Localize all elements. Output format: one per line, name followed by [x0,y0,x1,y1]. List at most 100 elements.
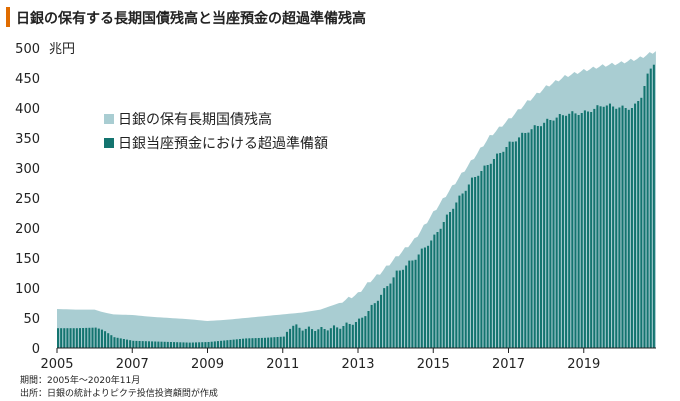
excess-bar [608,103,611,348]
excess-bar [282,336,285,348]
excess-bar [508,141,511,348]
excess-bar [552,120,555,348]
excess-bar [320,327,323,348]
excess-bar [276,337,279,348]
excess-bar [57,328,60,348]
excess-bar [477,175,480,348]
excess-bar [458,195,461,348]
excess-bar [132,340,135,348]
excess-bar [216,341,219,348]
excess-bar [593,108,596,349]
excess-bar [455,202,458,348]
y-tick-label: 50 [23,312,40,327]
excess-bar [60,328,63,348]
excess-bar [439,228,442,348]
excess-bar [85,327,88,348]
x-tick-label: 2013 [341,357,374,372]
legend: 日銀の保有長期国債残高 日銀当座預金における超過準備額 [104,111,328,152]
y-tick-label: 250 [15,192,40,207]
y-tick-label: 200 [15,222,40,237]
excess-bar [201,342,204,348]
excess-bar [436,232,439,348]
excess-bar [207,342,210,348]
excess-bar [323,329,326,348]
excess-bar [489,163,492,348]
excess-bar [69,328,72,348]
excess-bar [182,342,185,348]
excess-bar [568,113,571,348]
excess-bar [546,118,549,348]
excess-bar [339,328,342,348]
excess-bar [82,328,85,348]
excess-bar [571,111,574,348]
excess-bar [486,165,489,348]
excess-bar [558,114,561,348]
excess-bar [539,126,542,348]
x-tick-label: 2019 [567,357,600,372]
excess-bar [317,329,320,348]
excess-bar [285,331,288,348]
y-tick-label: 500 [15,42,40,57]
excess-bar [336,327,339,348]
excess-bar [583,110,586,349]
excess-bar [602,106,605,348]
excess-bar [348,324,351,348]
excess-bar [229,339,232,348]
excess-bar [157,341,160,348]
excess-bar [122,339,125,348]
excess-bar [543,122,546,348]
excess-bar [470,177,474,348]
excess-bar [210,341,213,348]
excess-bar [345,322,348,348]
legend-swatch-bond [104,114,114,124]
excess-bar [245,338,248,348]
excess-bar [618,107,621,348]
excess-bar [279,336,282,348]
excess-bar [147,341,150,348]
excess-bar [536,126,539,348]
excess-bar [304,328,307,348]
excess-bar [185,342,188,348]
excess-bar [110,335,113,348]
excess-bar [75,328,78,348]
excess-bar [621,105,624,348]
excess-bar [627,109,630,348]
excess-bar [521,132,524,348]
y-tick-label: 350 [15,132,40,147]
title-accent-bar [6,7,10,27]
excess-bar [220,340,223,348]
excess-bar [267,337,270,348]
excess-bar [119,338,122,348]
excess-bar [634,103,637,348]
excess-bar [427,245,430,348]
excess-bar [577,115,580,348]
excess-bar [395,270,398,348]
excess-bar [364,316,367,348]
excess-bar [129,340,132,348]
excess-bar [367,311,370,348]
excess-bar [496,153,499,348]
excess-bar [235,339,238,348]
excess-bar [373,303,376,348]
y-tick-label: 150 [15,252,40,267]
excess-bar [474,177,477,348]
excess-bar [383,288,386,348]
excess-bar [643,86,646,348]
y-tick-label: 400 [15,102,40,117]
excess-bar [423,247,426,348]
excess-bar [169,342,172,348]
excess-reserve-bars [57,64,655,349]
excess-bar [194,342,198,348]
excess-bar [420,248,423,348]
footnote-source: 出所：日銀の統計よりピクテ投信投資顧問が作成 [20,389,218,399]
excess-bar [408,260,411,348]
excess-bar [311,329,314,348]
excess-bar [646,73,649,348]
excess-bar [198,342,201,348]
excess-bar [599,106,602,348]
excess-bar [637,101,640,348]
excess-bar [257,338,260,348]
excess-bar [91,327,94,348]
excess-bar [596,105,599,348]
y-tick-label: 100 [15,282,40,297]
